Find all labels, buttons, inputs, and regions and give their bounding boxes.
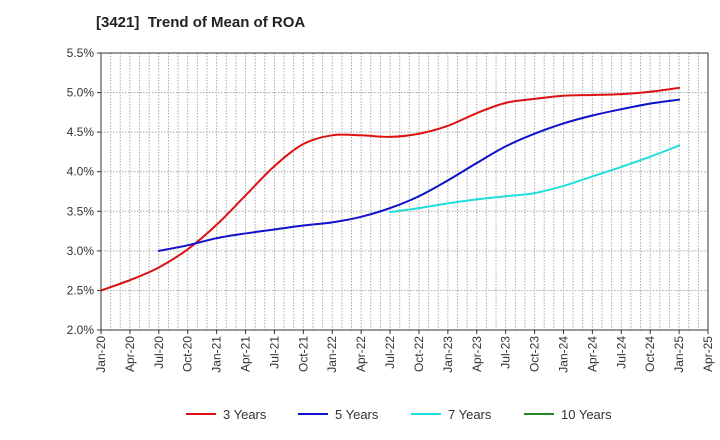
x-tick-label: Apr-23 [470,336,484,372]
x-tick-label: Oct-21 [296,336,310,372]
x-tick-label: Apr-22 [354,336,368,372]
x-tick-label: Oct-20 [181,336,195,372]
legend-label: 3 Years [223,407,267,422]
plot-frame [100,52,709,331]
x-tick-label: Jul-22 [383,336,397,369]
x-axis: Jan-20 Apr-20 Jul-20 Oct-20 Jan-21 Apr-21 Jul-… [94,330,715,373]
x-tick-label: Apr-25 [701,336,715,372]
y-axis: 2.0% 2.5% 3.0% 3.5% 4.0% 4.5% 5.0% 5.5% [67,46,101,337]
x-tick-label: Jan-24 [556,336,570,373]
y-tick-label: 2.5% [67,283,95,297]
series-line-7-years [389,144,681,214]
y-tick-label: 4.0% [67,165,95,179]
chart-title: [3421] Trend of Mean of ROA [96,14,306,31]
x-tick-label: Jul-21 [267,336,281,369]
x-tick-label: Jul-24 [614,336,628,369]
series-lines [100,86,681,292]
y-tick-label: 3.0% [67,244,95,258]
y-tick-label: 3.5% [67,204,95,218]
y-tick-label: 5.0% [67,86,95,100]
x-tick-label: Oct-23 [528,336,542,372]
y-tick-label: 2.0% [67,323,95,337]
legend: 3 Years 5 Years 7 Years 10 Years [186,407,612,422]
x-tick-label: Jul-23 [499,336,513,369]
x-tick-label: Oct-22 [412,336,426,372]
y-tick-label: 4.5% [67,125,95,139]
x-tick-label: Jul-20 [152,336,166,369]
x-tick-label: Jan-22 [325,336,339,373]
legend-label: 10 Years [561,407,612,422]
x-tick-label: Jan-25 [672,336,686,373]
legend-label: 7 Years [448,407,492,422]
x-tick-label: Oct-24 [643,336,657,372]
x-tick-label: Jan-21 [210,336,224,373]
y-tick-label: 5.5% [67,46,95,60]
series-line-5-years [157,98,681,252]
legend-label: 5 Years [335,407,379,422]
x-tick-label: Apr-24 [585,336,599,372]
x-tick-label: Jan-23 [441,336,455,373]
x-tick-label: Apr-20 [123,336,137,372]
x-tick-label: Apr-21 [239,336,253,372]
x-tick-label: Jan-20 [94,336,108,373]
